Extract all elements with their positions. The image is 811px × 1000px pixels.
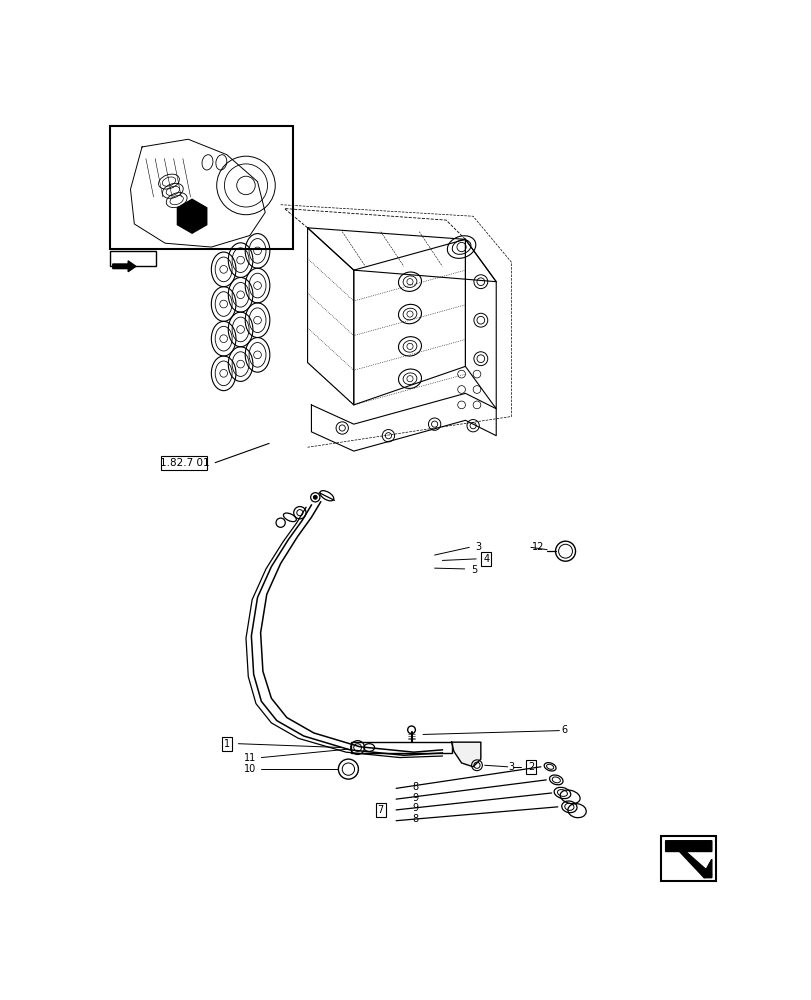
Text: 7: 7 — [377, 805, 384, 815]
Polygon shape — [703, 859, 711, 878]
Bar — [109, 251, 156, 266]
Text: 4: 4 — [483, 554, 489, 564]
Text: 2: 2 — [527, 762, 534, 772]
Polygon shape — [177, 199, 207, 233]
Bar — [480, 552, 491, 566]
Polygon shape — [451, 742, 480, 767]
Bar — [351, 742, 451, 753]
Bar — [221, 737, 232, 751]
Text: 3: 3 — [475, 542, 481, 552]
Text: 3: 3 — [508, 762, 514, 772]
Text: 9: 9 — [412, 803, 418, 813]
Polygon shape — [665, 841, 711, 878]
Text: 1: 1 — [223, 739, 230, 749]
Text: 12: 12 — [532, 542, 544, 552]
Bar — [109, 126, 293, 249]
Circle shape — [407, 726, 415, 734]
Bar — [660, 836, 715, 881]
Bar — [525, 760, 535, 774]
Bar — [161, 456, 207, 470]
Text: 8: 8 — [412, 782, 418, 792]
Polygon shape — [113, 261, 135, 272]
Bar — [375, 803, 385, 817]
Text: 6: 6 — [560, 725, 566, 735]
Circle shape — [313, 495, 317, 499]
Text: 11: 11 — [243, 753, 255, 763]
Text: 10: 10 — [243, 764, 255, 774]
Text: 5: 5 — [471, 565, 477, 575]
Text: 9: 9 — [412, 793, 418, 803]
Text: 1.82.7 01: 1.82.7 01 — [160, 458, 209, 468]
Text: 8: 8 — [412, 814, 418, 824]
